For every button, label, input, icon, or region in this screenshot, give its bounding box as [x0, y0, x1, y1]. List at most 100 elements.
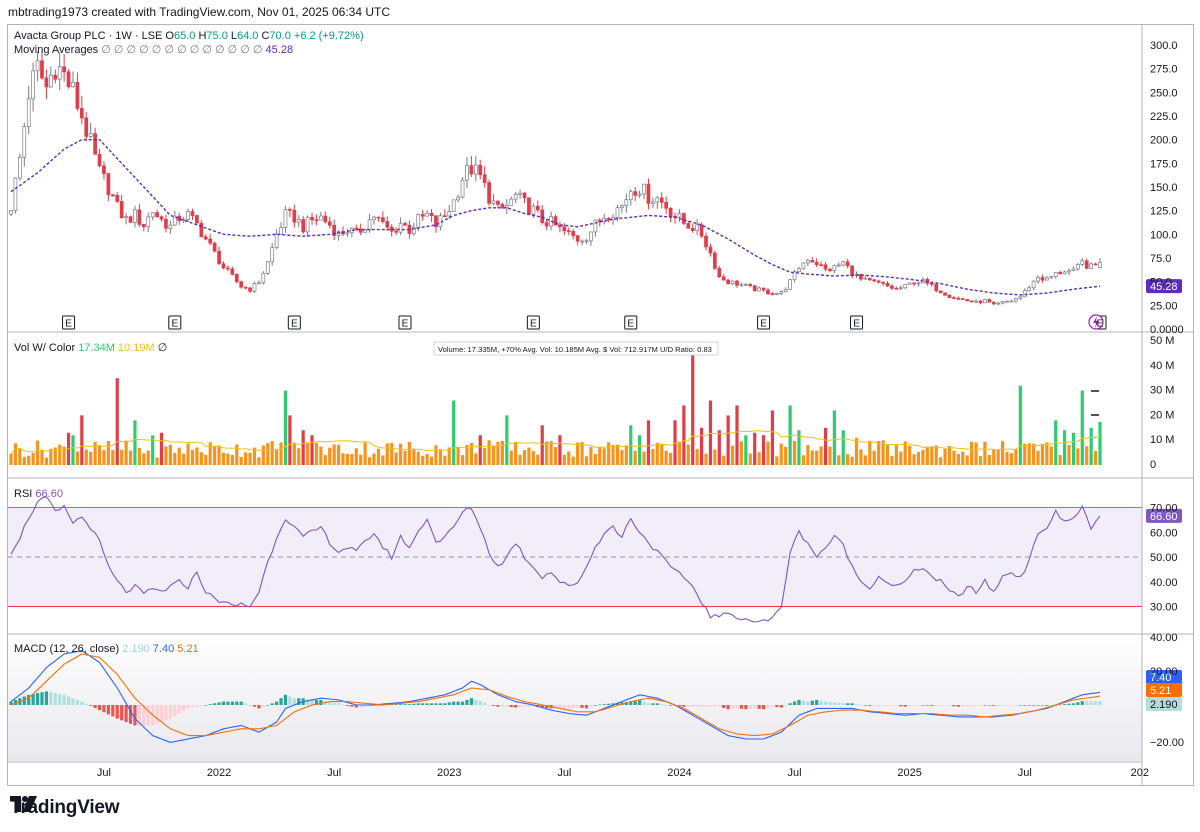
- volume-bar: [1085, 446, 1089, 465]
- price-axis-tick: 0.0000: [1150, 324, 1184, 336]
- volume-bar: [819, 446, 823, 465]
- candle-body: [593, 219, 598, 233]
- macd-histogram-bar: [682, 705, 686, 707]
- candle-body: [558, 224, 562, 228]
- macd-histogram-bar: [62, 694, 66, 705]
- macd-histogram-bar: [31, 693, 35, 705]
- macd-histogram-bar: [314, 699, 319, 705]
- candle-body: [867, 277, 872, 281]
- candle-body: [779, 291, 784, 294]
- volume-bar: [186, 443, 190, 465]
- footer-brand: TradingView: [10, 797, 120, 818]
- macd-histogram-bar: [779, 705, 783, 708]
- volume-bar: [35, 440, 40, 465]
- candle-body: [203, 236, 208, 240]
- volume-bar: [1014, 449, 1018, 465]
- macd-histogram-bar: [859, 705, 863, 706]
- macd-histogram-bar: [261, 705, 265, 707]
- macd-histogram-bar: [500, 705, 504, 707]
- volume-bar: [854, 437, 859, 465]
- volume-bar: [456, 446, 460, 465]
- candle-body: [398, 223, 403, 233]
- candle-body: [916, 282, 921, 285]
- candle-body: [367, 219, 372, 231]
- macd-histogram-bar: [297, 698, 301, 705]
- macd-histogram-bar: [1093, 701, 1098, 705]
- candle-body: [319, 215, 323, 221]
- candle-body: [885, 283, 890, 287]
- candle-body: [522, 192, 527, 199]
- macd-histogram-bar: [111, 705, 115, 717]
- candle-body: [57, 66, 62, 80]
- candle-body: [620, 205, 624, 208]
- candle-body: [646, 183, 651, 204]
- price-last-badge-label: 45.28: [1150, 281, 1178, 293]
- macd-histogram-bar: [283, 694, 288, 705]
- macd-histogram-bar: [992, 705, 996, 706]
- time-axis-tick: 2023: [437, 767, 461, 779]
- candle-body: [859, 273, 863, 280]
- tradingview-logo[interactable]: TradingView: [10, 796, 120, 820]
- candle-body: [456, 196, 460, 201]
- volume-bar: [438, 449, 443, 465]
- macd-histogram-bar: [832, 702, 836, 705]
- earnings-marker: [168, 315, 182, 330]
- volume-bar: [974, 442, 978, 465]
- volume-bar: [283, 390, 288, 465]
- candle-body: [22, 126, 27, 158]
- macd-histogram-bar: [651, 703, 655, 705]
- volume-bar: [128, 450, 133, 465]
- signal-last-badge-label: 5.21: [1150, 685, 1171, 697]
- volume-bar: [881, 440, 885, 465]
- macd-histogram-bar: [930, 705, 934, 706]
- candle-body: [1071, 268, 1076, 272]
- macd-histogram-bar: [925, 705, 929, 706]
- volume-bar: [841, 430, 845, 465]
- time-axis-tick: 2024: [667, 767, 691, 779]
- macd-histogram-bar: [788, 703, 792, 705]
- time-axis-tick: Jul: [327, 767, 341, 779]
- macd-histogram-bar: [916, 705, 921, 706]
- volume-bar: [120, 449, 124, 465]
- macd-histogram-bar: [947, 705, 952, 706]
- macd-histogram-bar: [115, 705, 119, 719]
- macd-histogram-bar: [195, 705, 199, 707]
- candle-body: [381, 217, 385, 222]
- volume-bar: [416, 451, 420, 465]
- volume-bar: [137, 447, 141, 465]
- macd-axis-tick: 20.00: [1150, 666, 1178, 678]
- volume-bar: [753, 432, 757, 465]
- macd-histogram-bar: [1018, 705, 1022, 706]
- macd-histogram-bar: [1045, 705, 1049, 706]
- macd-histogram-bar: [137, 705, 141, 726]
- macd-histogram-bar: [1031, 705, 1036, 706]
- candle-body: [97, 153, 102, 167]
- candle-body: [615, 207, 620, 218]
- volume-bar: [407, 442, 412, 465]
- macd-histogram-bar: [1067, 703, 1071, 705]
- macd-histogram-bar: [885, 705, 890, 706]
- volume-bar: [1005, 451, 1009, 465]
- macd-histogram-bar: [726, 705, 730, 710]
- candle-body: [810, 260, 815, 263]
- macd-histogram-bar: [102, 705, 106, 713]
- candle-body: [1031, 280, 1036, 289]
- macd-histogram-bar: [1089, 701, 1093, 705]
- candle-body: [71, 82, 75, 88]
- candle-body: [31, 70, 35, 100]
- volume-bar: [261, 445, 265, 465]
- volume-bar: [111, 450, 115, 465]
- volume-bar: [429, 456, 434, 465]
- candle-body: [518, 192, 522, 195]
- candle-body: [425, 212, 429, 217]
- volume-bar: [71, 435, 75, 465]
- volume-bar: [226, 453, 230, 465]
- earnings-marker: [398, 315, 412, 330]
- volume-bar: [704, 453, 708, 465]
- candle-body: [500, 204, 505, 208]
- macd-histogram-bar: [248, 705, 252, 706]
- candle-body: [770, 293, 775, 296]
- macd-histogram-bar: [1036, 705, 1040, 706]
- time-axis-tick: 202: [1131, 767, 1149, 779]
